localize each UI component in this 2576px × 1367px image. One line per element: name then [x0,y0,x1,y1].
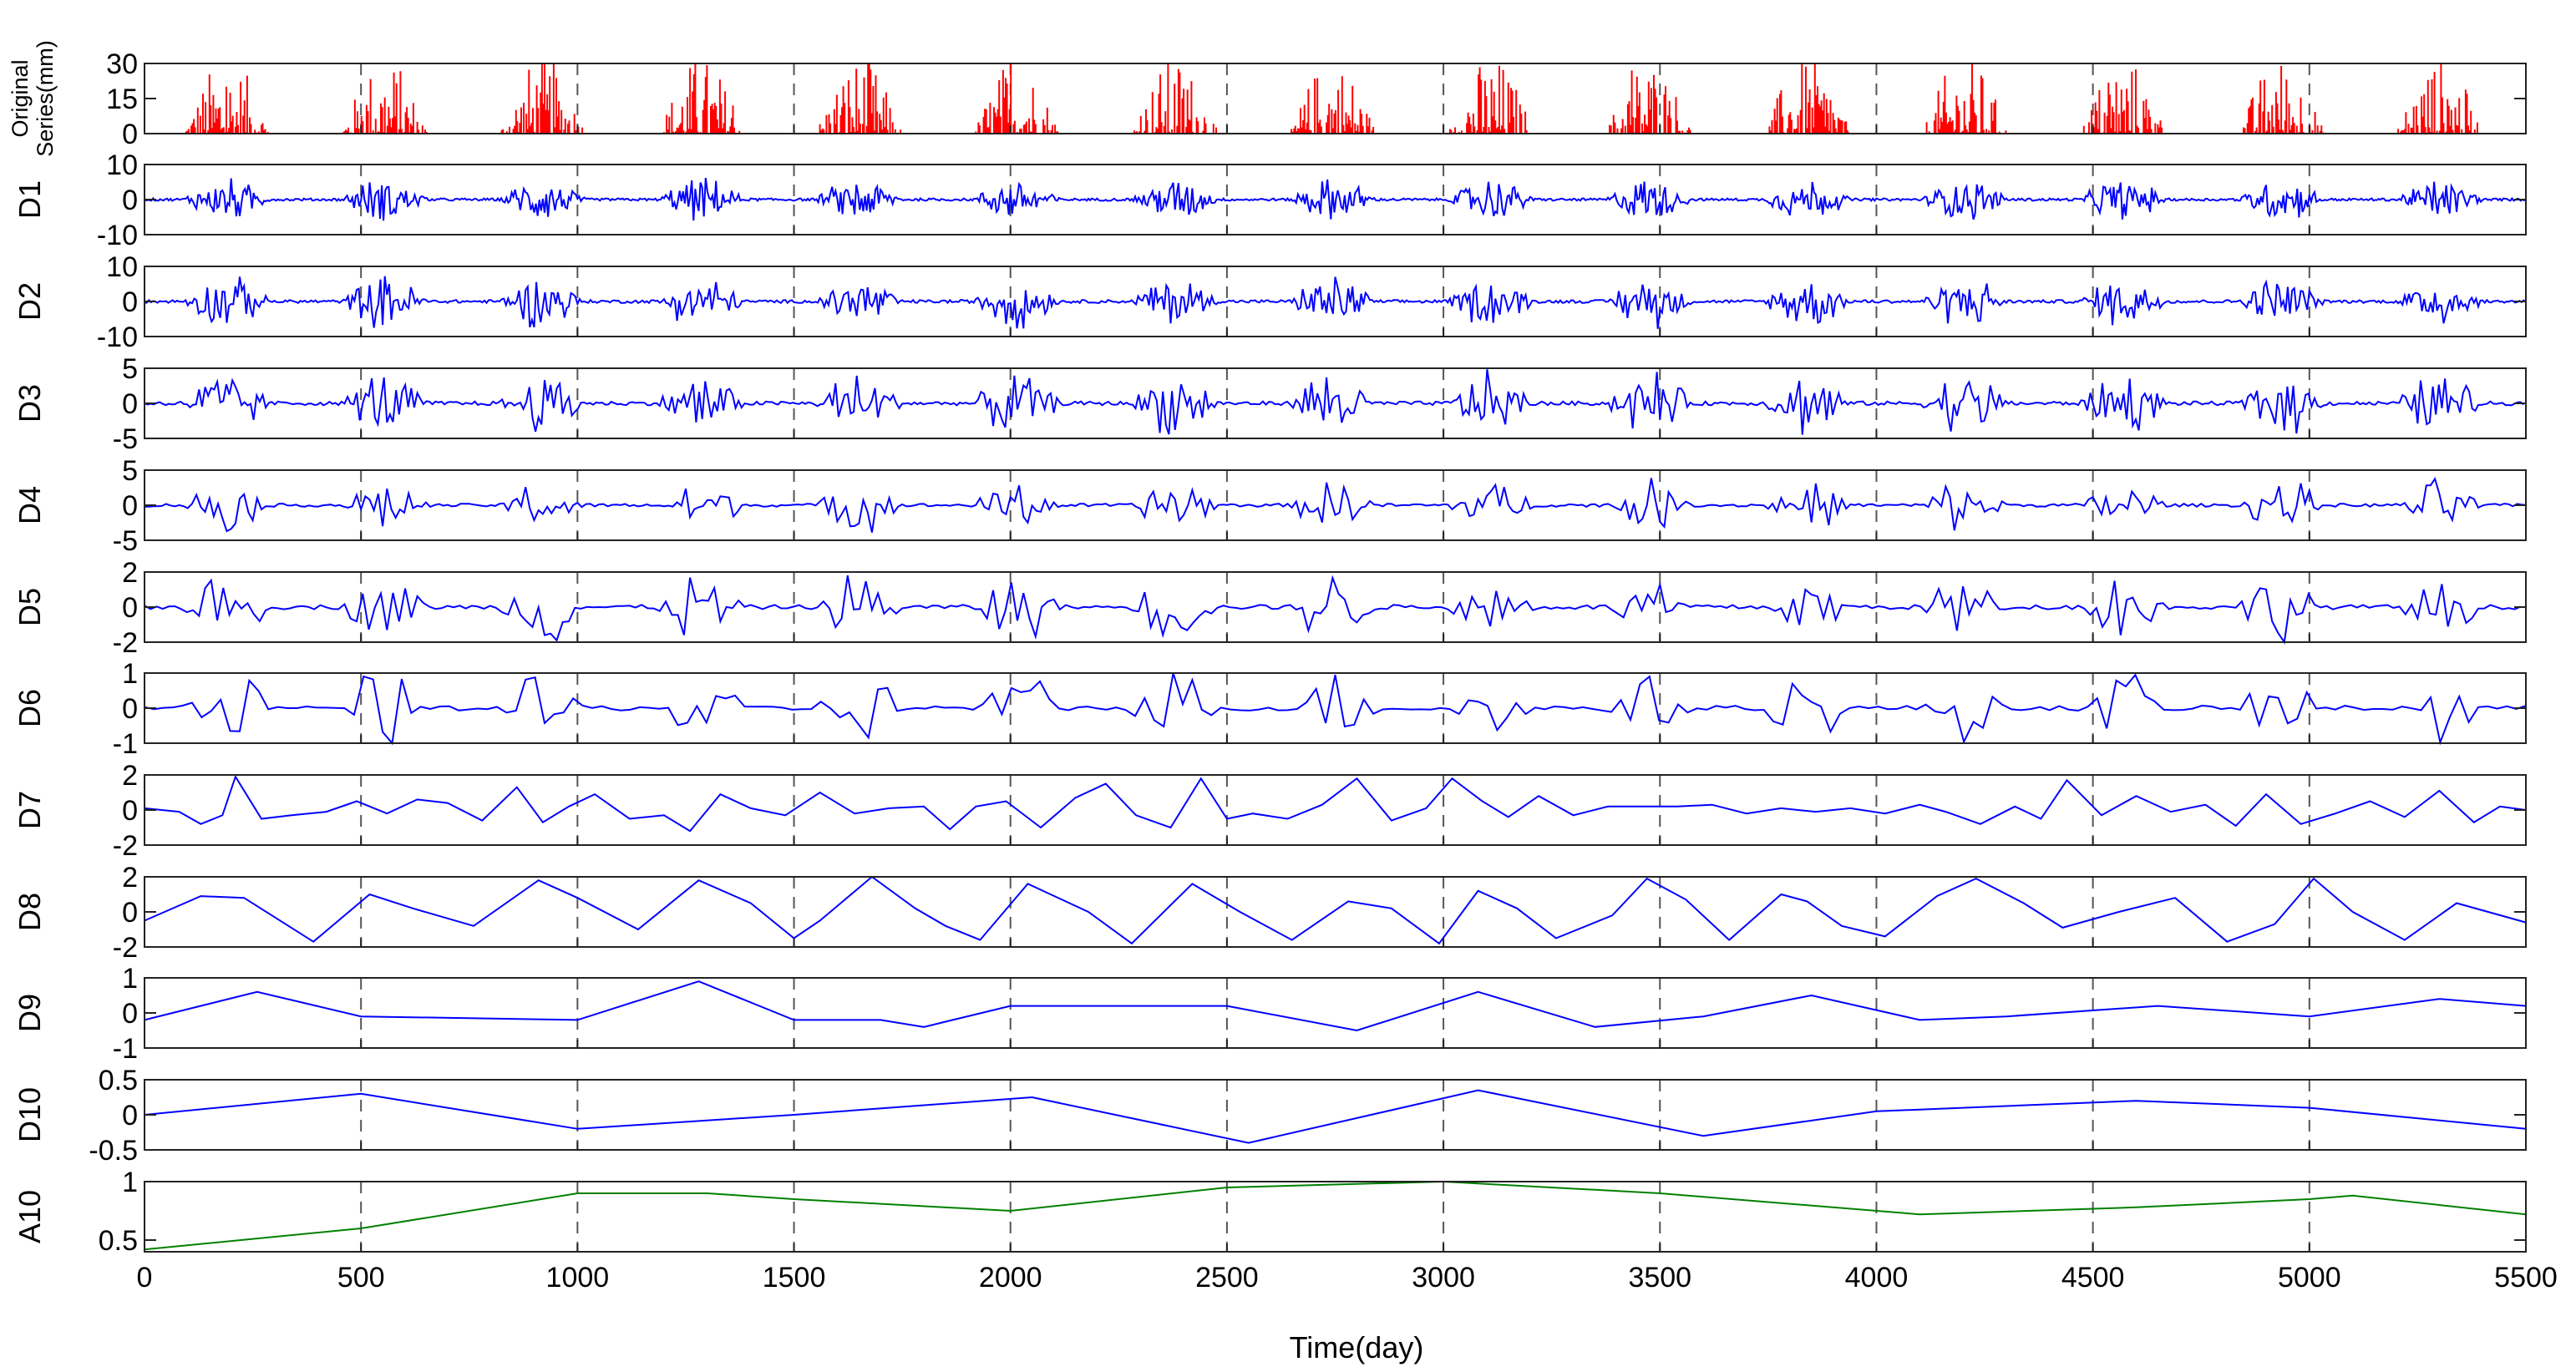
x-tick-label: 1000 [546,1262,610,1294]
panel-d4: -505 D4 [13,455,2527,557]
y-tick-label: 0 [122,388,138,420]
y-tick-label: -5 [113,423,138,455]
panel-frame [144,367,2527,439]
panel-original: 0 15 30 Original Series(mm) [8,40,2527,157]
panel-d7: -202 D7 [13,760,2527,862]
series-d10 [144,1089,2527,1144]
y-tick-label: 0 [122,795,138,827]
y-tick-label: 2 [122,557,138,589]
y-tick-label: 1 [122,1167,138,1198]
y-tick-label: 0 [122,592,138,624]
panel-d10: -0.50 0.5 D10 [13,1065,2527,1167]
y-tick-label: 10 [106,251,138,283]
series-d1 [144,177,2527,221]
y-axis-label-original: Series(mm) [33,40,58,157]
series-a10 [144,1180,2527,1251]
x-tick-label: 500 [337,1262,385,1294]
y-tick-label: 5 [122,455,138,487]
series-d9 [144,980,2527,1032]
y-axis-label-d9: D9 [13,994,47,1032]
y-tick-label: -2 [113,932,138,964]
x-tick-label: 4000 [1845,1262,1909,1294]
x-tick-label: 5000 [2278,1262,2341,1294]
x-tick-label: 3000 [1412,1262,1475,1294]
panel-frame [144,1181,2527,1253]
y-tick-label: -0.5 [89,1135,138,1167]
panel-d1: -10 0 10 D1 [13,149,2527,251]
y-tick-label: 5 [122,353,138,385]
y-tick-label: 1 [122,658,138,690]
y-axis-label-d3: D3 [13,384,47,423]
y-axis-label-d6: D6 [13,689,47,727]
panel-frame [144,1079,2527,1151]
y-tick-label: 2 [122,862,138,894]
y-axis-label-d8: D8 [13,893,47,931]
y-tick-label: 0.5 [99,1065,138,1096]
y-tick-label: 0.5 [99,1225,138,1257]
x-tick-label: 2000 [979,1262,1042,1294]
y-tick-label: -10 [97,321,138,353]
panel-frame [144,672,2527,744]
y-tick-label: -1 [113,1033,138,1065]
panel-d6: -101 D6 [13,658,2527,760]
panel-frame [144,876,2527,948]
panel-frame [144,977,2527,1049]
y-tick-label: 0 [122,119,138,150]
y-tick-label: 2 [122,760,138,792]
y-tick-label: 0 [122,185,138,216]
y-axis-label-d1: D1 [13,180,47,219]
y-tick-label: 30 [106,48,138,80]
panel-frame [144,469,2527,541]
series-d5 [144,575,2522,645]
x-tick-label: 0 [137,1262,153,1294]
y-tick-label: -1 [113,728,138,760]
y-tick-label: 0 [122,286,138,318]
x-axis-label: Time(day) [1290,1330,1424,1364]
y-axis-label-a10: A10 [13,1190,47,1243]
x-axis: 0 500 1000 1500 2000 2500 3000 3500 4000 4500 5000… [137,1262,2558,1294]
y-tick-label: 0 [122,897,138,929]
series-d3 [144,369,2525,435]
series-d8 [144,875,2527,945]
y-tick-label: 1 [122,963,138,995]
y-axis-label-d5: D5 [13,588,47,626]
series-d2 [144,276,2527,329]
panel-d5: -202 D5 [13,557,2527,659]
series-d6 [144,672,2527,746]
y-tick-label: 0 [122,998,138,1030]
y-tick-label: -2 [113,627,138,659]
y-tick-label: 15 [106,84,138,115]
x-tick-label: 2500 [1195,1262,1259,1294]
series-original [185,63,2478,134]
y-axis-label-d4: D4 [13,486,47,524]
y-tick-label: 10 [106,149,138,181]
y-tick-label: 0 [122,490,138,522]
x-tick-label: 4500 [2061,1262,2125,1294]
series-d7 [144,774,2527,833]
panel-d3: -505 D3 [13,353,2527,455]
panel-a10: 0.5 1 A10 [13,1167,2527,1257]
y-axis-label-d2: D2 [13,282,47,321]
y-axis-label-d10: D10 [13,1087,47,1142]
y-axis-label-d7: D7 [13,791,47,829]
x-tick-label: 3500 [1628,1262,1691,1294]
y-tick-label: -2 [113,830,138,862]
x-tick-label: 1500 [763,1262,826,1294]
x-tick-label: 5500 [2494,1262,2558,1294]
series-d4 [145,477,2527,533]
panel-d8: -202 D8 [13,862,2527,964]
panel-d9: -101 D9 [13,963,2527,1065]
y-tick-label: -10 [97,220,138,251]
y-tick-label: -5 [113,525,138,557]
y-tick-label: 0 [122,1100,138,1132]
y-axis-label-original: Original [8,59,33,137]
y-tick-label: 0 [122,693,138,725]
